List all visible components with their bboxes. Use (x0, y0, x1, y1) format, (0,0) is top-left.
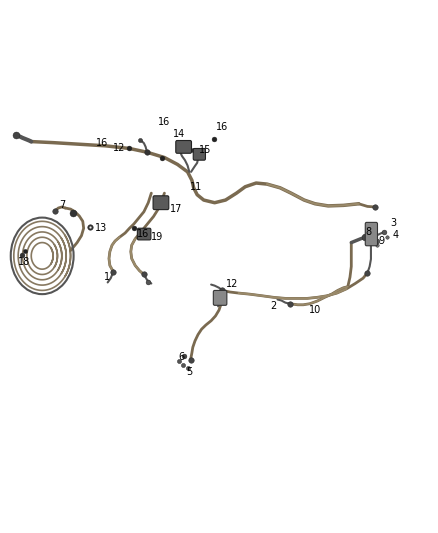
Text: 11: 11 (190, 182, 202, 192)
FancyBboxPatch shape (176, 141, 191, 154)
Text: 14: 14 (173, 128, 185, 139)
Text: 19: 19 (151, 232, 163, 243)
Text: 9: 9 (378, 236, 384, 246)
Text: 13: 13 (95, 223, 107, 233)
Text: 5: 5 (186, 367, 192, 377)
Text: 1: 1 (104, 272, 110, 282)
FancyBboxPatch shape (365, 222, 378, 246)
FancyBboxPatch shape (153, 196, 169, 209)
Text: 16: 16 (137, 229, 149, 239)
Text: 10: 10 (309, 305, 321, 315)
Text: 12: 12 (226, 279, 238, 288)
Text: 4: 4 (393, 230, 399, 240)
Text: 15: 15 (199, 144, 212, 155)
Text: 7: 7 (60, 200, 66, 211)
Text: 8: 8 (366, 227, 372, 237)
Text: 18: 18 (18, 257, 30, 267)
FancyBboxPatch shape (193, 149, 205, 160)
FancyBboxPatch shape (138, 228, 151, 240)
FancyBboxPatch shape (213, 290, 227, 305)
Text: 6: 6 (179, 352, 185, 362)
Text: 2: 2 (270, 301, 277, 311)
Text: 16: 16 (158, 117, 170, 127)
Text: 17: 17 (170, 204, 183, 214)
Text: 3: 3 (391, 218, 397, 228)
Text: 16: 16 (96, 138, 108, 148)
Text: 12: 12 (113, 143, 125, 153)
Text: 16: 16 (216, 122, 229, 132)
